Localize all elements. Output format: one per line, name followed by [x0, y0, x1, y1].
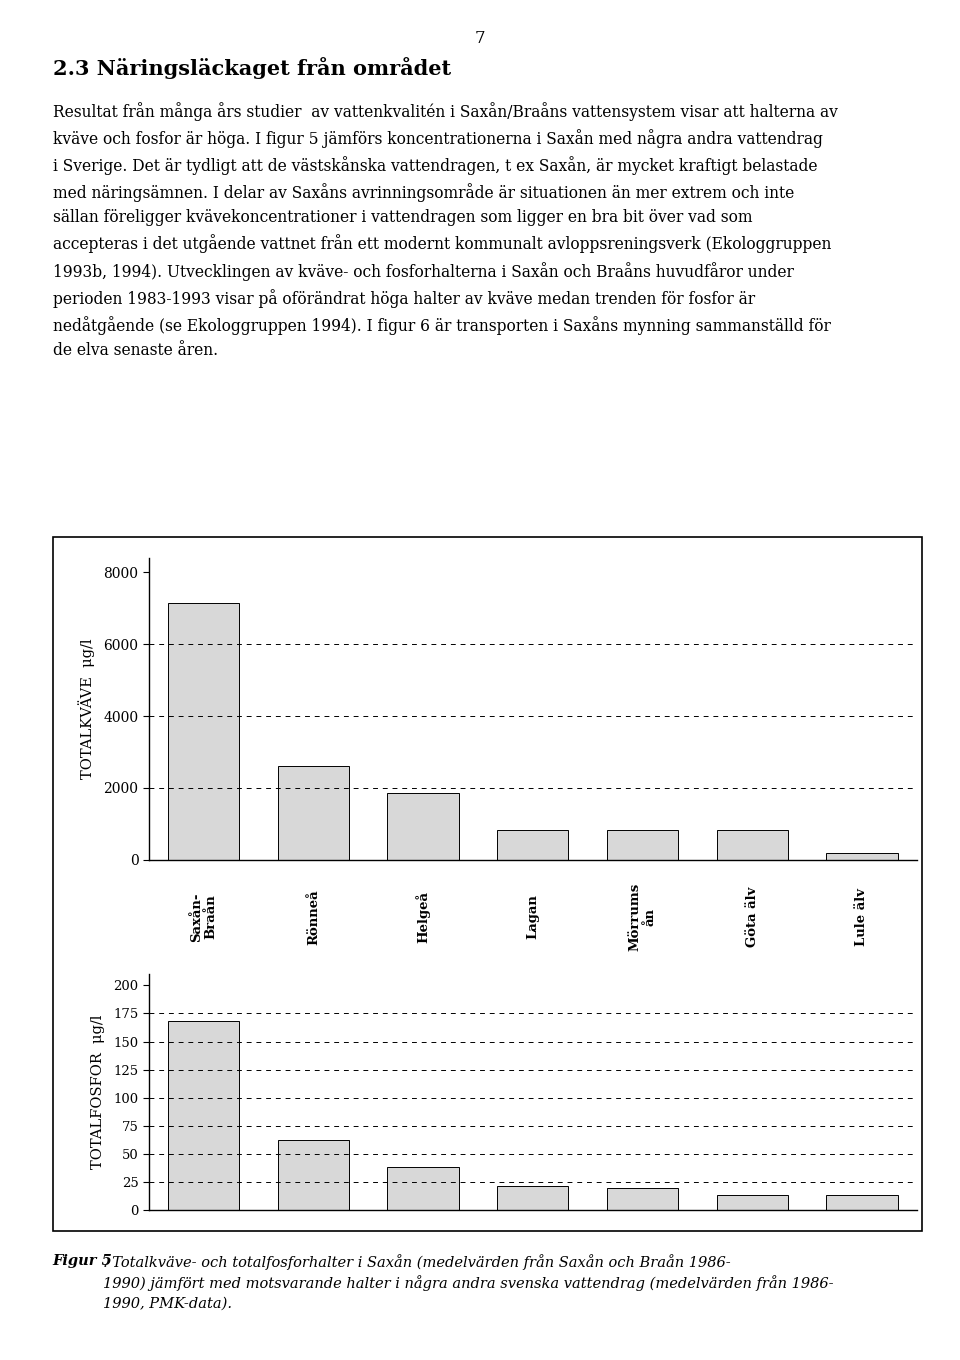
Text: Saxån-
Braån: Saxån- Braån [190, 892, 218, 941]
Text: Resultat från många års studier  av vattenkvalitén i Saxån/Braåns vattensystem v: Resultat från många års studier av vatte… [53, 102, 838, 359]
Text: Mörrums
ån: Mörrums ån [629, 883, 657, 951]
Bar [497, 1186, 568, 1210]
Bar [716, 1195, 788, 1210]
Text: Helgeå: Helgeå [416, 891, 430, 942]
Text: Rönneå: Rönneå [307, 889, 320, 945]
Text: Lagan: Lagan [526, 895, 540, 940]
Text: 2.3 Näringsläckaget från området: 2.3 Näringsläckaget från området [53, 57, 451, 79]
Bar [168, 602, 239, 860]
Bar [277, 1141, 349, 1210]
Text: . Totalkväve- och totalfosforhalter i Saxån (medelvärden från Saxån och Braån 19: . Totalkväve- och totalfosforhalter i Sa… [103, 1254, 833, 1311]
Bar [827, 1195, 898, 1210]
Bar [277, 766, 349, 860]
Bar [716, 830, 788, 860]
Bar [388, 793, 459, 860]
Y-axis label: TOTALKVÄVE  μg/l: TOTALKVÄVE μg/l [78, 639, 95, 779]
Y-axis label: TOTALFOSFOR  μg/l: TOTALFOSFOR μg/l [91, 1015, 105, 1170]
Text: Göta älv: Göta älv [746, 887, 758, 947]
Bar [497, 830, 568, 860]
Bar [607, 830, 678, 860]
Bar [607, 1187, 678, 1210]
Bar [827, 853, 898, 860]
Bar [168, 1021, 239, 1210]
Text: Lule älv: Lule älv [855, 888, 869, 947]
Bar [388, 1167, 459, 1210]
Text: 7: 7 [474, 30, 486, 48]
Text: Figur 5: Figur 5 [53, 1254, 112, 1268]
